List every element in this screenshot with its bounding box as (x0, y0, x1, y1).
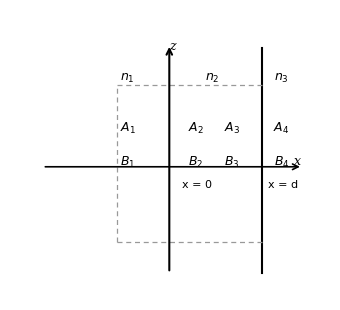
Text: $n_3$: $n_3$ (274, 72, 289, 85)
Text: $A_1$: $A_1$ (120, 121, 136, 136)
Text: $A_3$: $A_3$ (224, 121, 240, 136)
Text: $A_2$: $A_2$ (188, 121, 204, 136)
Text: x = 0: x = 0 (183, 180, 212, 190)
Text: $B_4$: $B_4$ (273, 155, 289, 170)
Text: $B_2$: $B_2$ (188, 155, 203, 170)
Text: $B_1$: $B_1$ (120, 155, 135, 170)
Text: $n_2$: $n_2$ (205, 72, 219, 85)
Text: x = d: x = d (268, 180, 298, 190)
Text: $n_1$: $n_1$ (120, 72, 135, 85)
Text: x: x (294, 155, 301, 168)
Text: $A_4$: $A_4$ (273, 121, 289, 136)
Text: $B_3$: $B_3$ (224, 155, 240, 170)
Text: z: z (169, 40, 176, 53)
